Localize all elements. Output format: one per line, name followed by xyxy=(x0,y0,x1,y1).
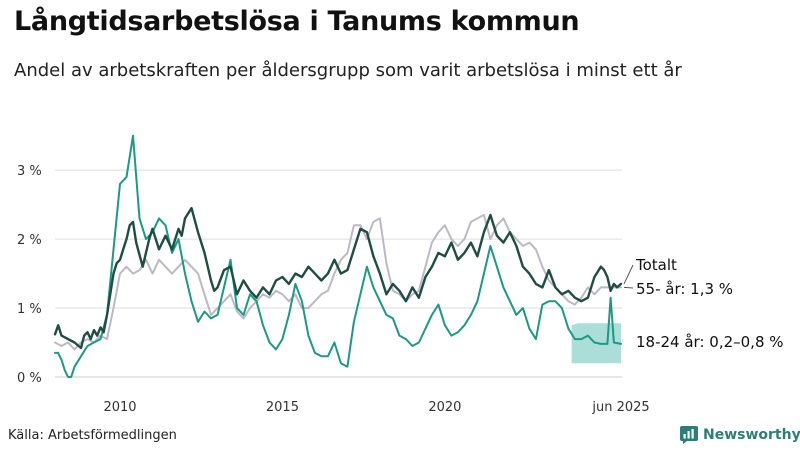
source-note: Källa: Arbetsförmedlingen xyxy=(8,428,177,443)
y-tick-label: 3 % xyxy=(17,164,42,179)
series-end-label-totalt: Totalt xyxy=(635,256,677,274)
series-line-totalt xyxy=(53,206,623,350)
x-tick-label: 2020 xyxy=(428,400,461,415)
y-tick-label: 0 % xyxy=(17,371,42,386)
series-end-label-age1824: 18-24 år: 0,2–0,8 % xyxy=(636,333,784,351)
y-tick-label: 1 % xyxy=(17,302,42,317)
x-tick-label: 2010 xyxy=(103,400,136,415)
newsworthy-logo-icon xyxy=(680,426,698,444)
series-layer xyxy=(53,134,623,378)
series-line-age1824 xyxy=(54,134,622,378)
brand-name: Newsworthy xyxy=(703,427,800,443)
chart-subtitle: Andel av arbetskraften per åldersgrupp s… xyxy=(14,60,682,81)
x-tick-label: 2015 xyxy=(266,400,299,415)
brand-logo: Newsworthy xyxy=(680,426,800,444)
chart-title: Långtidsarbetslösa i Tanums kommun xyxy=(14,6,580,37)
axis-label-layer: 0 % 1 % 2 % 3 % 2010 2015 2020 jun 2025 Totalt 55… xyxy=(17,164,784,415)
x-tick-label: jun 2025 xyxy=(591,400,649,415)
leader-line-age55 xyxy=(623,286,634,289)
series-end-label-age55: 55- år: 1,3 % xyxy=(636,280,733,298)
leader-line-totalt xyxy=(623,264,634,285)
grid-lines xyxy=(55,169,622,378)
y-tick-label: 2 % xyxy=(17,233,42,248)
